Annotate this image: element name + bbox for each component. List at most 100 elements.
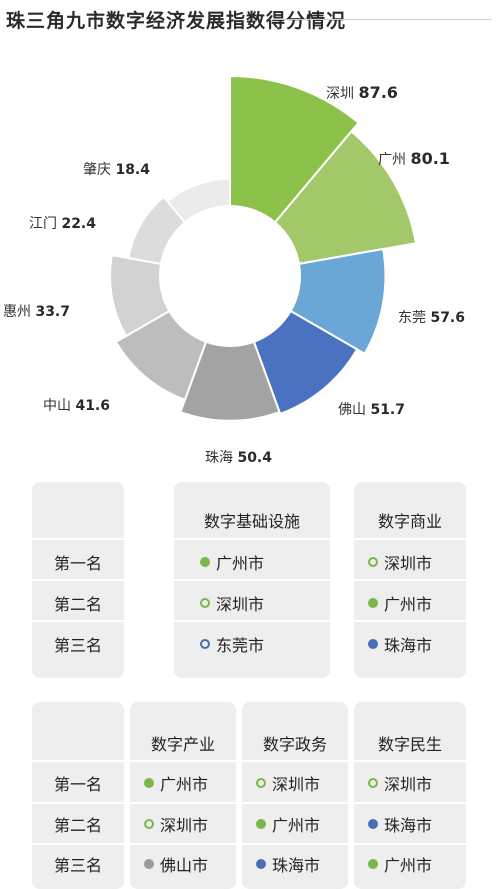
rose-label-惠州: 惠州 33.7	[3, 304, 70, 320]
row-divider	[32, 802, 466, 804]
rose-label-value: 50.4	[237, 450, 272, 466]
rose-label-广州: 广州 80.1	[378, 149, 450, 168]
government-column-panel	[242, 702, 348, 889]
header-digital-commerce: 数字商业	[377, 512, 442, 531]
rose-label-city: 惠州	[3, 304, 35, 320]
rank-label-2: 第二名	[53, 595, 102, 614]
rose-label-city: 广州	[378, 152, 410, 168]
rank-label-1: 第一名	[53, 775, 102, 794]
hollow-dot-icon	[256, 778, 266, 788]
rose-sector-惠州	[109, 254, 171, 338]
cell-t1-r3-c2: 珠海市	[368, 632, 432, 656]
rose-center-hole	[161, 207, 299, 345]
rose-label-佛山: 佛山 51.7	[338, 402, 405, 418]
city-name: 珠海市	[384, 636, 433, 655]
city-name: 深圳市	[272, 775, 321, 794]
rank-label-1: 第一名	[53, 554, 102, 573]
cell-t1-r2-c2: 广州市	[368, 591, 432, 615]
row-divider	[32, 579, 466, 581]
hollow-dot-icon	[200, 598, 210, 608]
cell-t2-r2-c1: 深圳市	[144, 812, 208, 836]
city-name: 深圳市	[384, 775, 433, 794]
cell-t1-r1-c2: 深圳市	[368, 550, 432, 574]
industry-column-panel	[130, 702, 236, 889]
rose-label-value: 18.4	[115, 162, 150, 178]
cell-t2-r3-c2: 珠海市	[256, 852, 320, 876]
filled-dot-icon	[368, 859, 378, 869]
rose-label-value: 51.7	[370, 402, 405, 418]
rose-sector-中山	[114, 309, 208, 402]
filled-dot-icon	[256, 859, 266, 869]
rank-label-3: 第三名	[53, 636, 102, 655]
page-title: 珠三角九市数字经济发展指数得分情况	[6, 10, 347, 32]
cell-t1-r2-c1: 深圳市	[200, 591, 264, 615]
filled-dot-icon	[144, 778, 154, 788]
rose-label-city: 佛山	[338, 402, 370, 418]
city-name: 广州市	[160, 775, 209, 794]
rose-label-中山: 中山 41.6	[43, 398, 110, 414]
city-name: 深圳市	[384, 554, 433, 573]
rose-label-肇庆: 肇庆 18.4	[83, 162, 150, 178]
cell-t1-r3-c1: 东莞市	[200, 632, 264, 656]
filled-dot-icon	[368, 819, 378, 829]
cell-t2-r2-c3: 珠海市	[368, 812, 432, 836]
hollow-dot-icon	[144, 819, 154, 829]
rose-sector-深圳	[229, 74, 360, 224]
city-name: 珠海市	[384, 816, 433, 835]
rose-label-city: 深圳	[326, 86, 358, 102]
rose-sector-广州	[273, 129, 418, 266]
cell-t2-r2-c2: 广州市	[256, 812, 320, 836]
rose-label-value: 41.6	[75, 398, 110, 414]
filled-dot-icon	[368, 639, 378, 649]
rose-chart: 深圳 87.6 广州 80.1 东莞 57.6 佛山 51.7 珠海 50.4 中山 41…	[3, 74, 465, 466]
rose-label-深圳: 深圳 87.6	[326, 83, 398, 102]
header-digital-industry: 数字产业	[150, 735, 215, 754]
cell-t2-r1-c2: 深圳市	[256, 771, 320, 795]
filled-dot-icon	[256, 819, 266, 829]
city-name: 广州市	[384, 856, 433, 875]
city-name: 广州市	[384, 595, 433, 614]
header-digital-livelihood: 数字民生	[377, 735, 442, 754]
city-name: 深圳市	[160, 816, 209, 835]
row-divider	[32, 620, 466, 622]
city-name: 佛山市	[160, 856, 209, 875]
rose-label-value: 87.6	[358, 83, 397, 102]
cell-t2-r1-c3: 深圳市	[368, 771, 432, 795]
cell-t2-r3-c2: 广州市	[368, 852, 432, 876]
rose-label-city: 东莞	[398, 310, 430, 326]
rose-label-江门: 江门 22.4	[29, 216, 96, 232]
cell-t2-r3-c1: 佛山市	[144, 852, 208, 876]
rose-label-city: 肇庆	[83, 162, 115, 178]
filled-dot-icon	[144, 859, 154, 869]
rose-sector-佛山	[252, 309, 359, 416]
rose-label-city: 珠海	[205, 450, 237, 466]
city-name: 深圳市	[216, 595, 265, 614]
hollow-dot-icon	[368, 557, 378, 567]
rose-label-珠海: 珠海 50.4	[205, 450, 272, 466]
city-name: 东莞市	[216, 636, 265, 655]
rose-label-value: 33.7	[35, 304, 70, 320]
hollow-dot-icon	[368, 778, 378, 788]
rose-sector-东莞	[289, 247, 387, 356]
filled-dot-icon	[368, 598, 378, 608]
row-divider	[32, 538, 466, 540]
rose-sector-肇庆	[166, 177, 231, 224]
cell-t2-r1-c1: 广州市	[144, 771, 208, 795]
rose-label-东莞: 东莞 57.6	[398, 310, 465, 326]
hollow-dot-icon	[200, 639, 210, 649]
filled-dot-icon	[200, 557, 210, 567]
rose-label-value: 57.6	[430, 310, 465, 326]
city-name: 珠海市	[272, 856, 321, 875]
rose-label-city: 江门	[29, 216, 61, 232]
rose-label-value: 80.1	[410, 149, 449, 168]
header-digital-infrastructure: 数字基础设施	[203, 512, 300, 531]
city-name: 广州市	[216, 554, 265, 573]
header-digital-government: 数字政务	[262, 735, 327, 754]
rank-label-3: 第三名	[53, 856, 102, 875]
rose-sector-珠海	[179, 340, 281, 422]
row-divider	[32, 843, 466, 845]
livelihood-column-panel	[354, 702, 466, 889]
rank-column-panel	[32, 702, 124, 889]
rank-label-2: 第二名	[53, 816, 102, 835]
rose-label-value: 22.4	[61, 216, 96, 232]
